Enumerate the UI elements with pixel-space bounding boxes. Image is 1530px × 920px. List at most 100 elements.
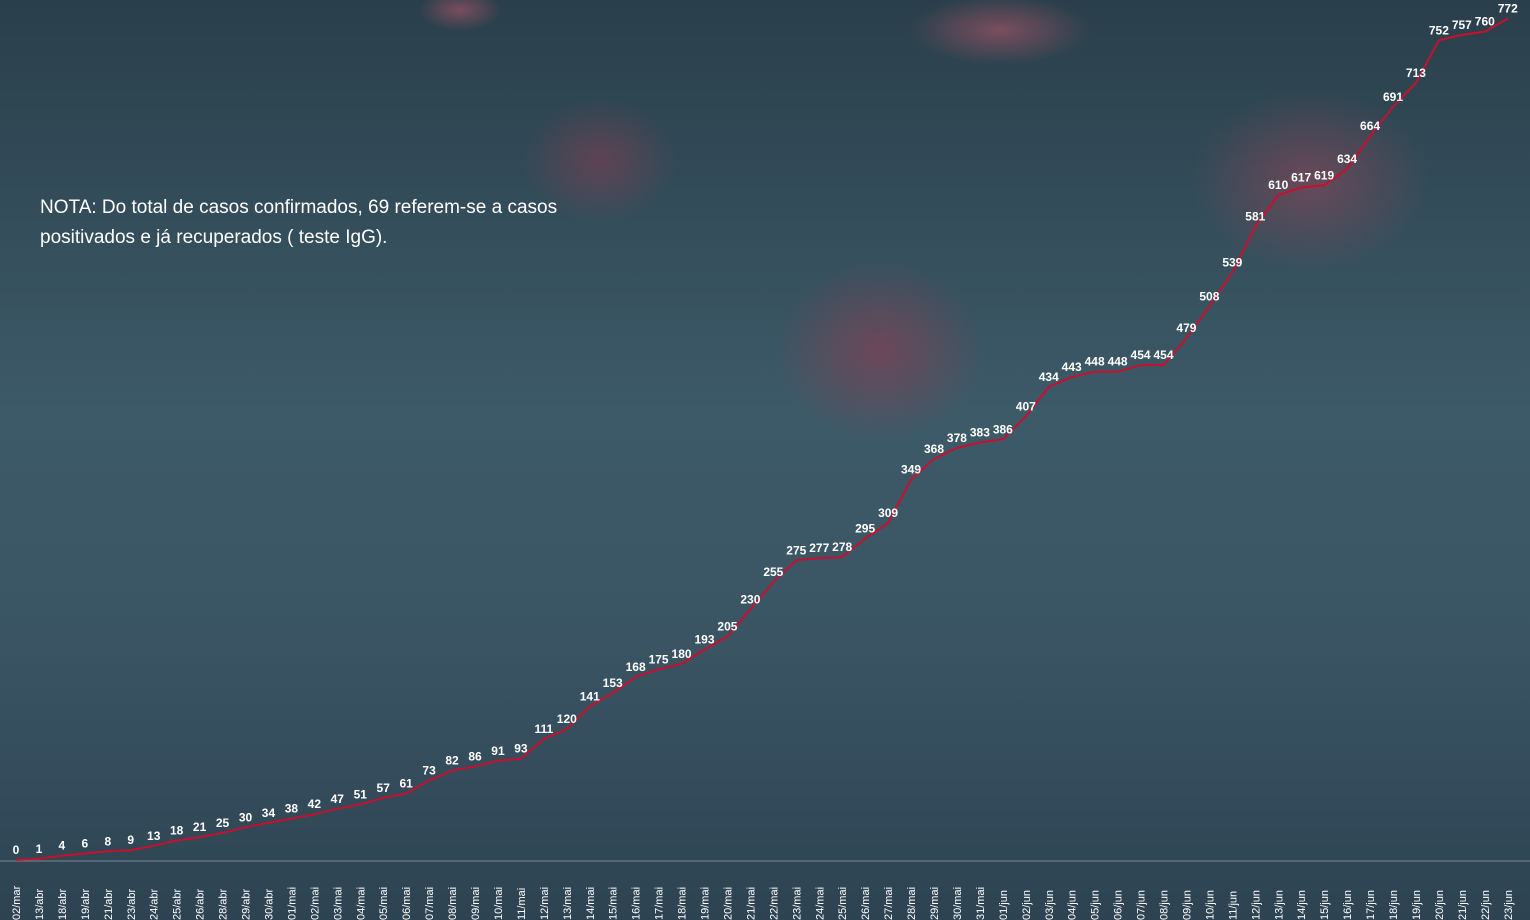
x-tick-label: 28/mai <box>906 887 918 920</box>
data-label: 47 <box>331 792 345 806</box>
data-label: 111 <box>534 722 553 736</box>
x-tick-label: 12/jun <box>1250 890 1262 920</box>
x-tick-label: 05/mai <box>378 887 390 920</box>
data-label: 141 <box>580 689 600 703</box>
data-label: 4 <box>59 839 66 853</box>
x-tick-label: 02/mai <box>309 887 321 920</box>
data-label: 277 <box>809 541 829 555</box>
x-tick-label: 11/mai <box>516 888 528 920</box>
x-tick-label: 18/abr <box>57 888 69 920</box>
x-tick-label: 17/jun <box>1365 890 1377 920</box>
x-tick-label: 28/abr <box>218 888 230 920</box>
x-tick-label: 20/jun <box>1434 890 1446 920</box>
note: NOTA: Do total de casos confirmados, 69 … <box>40 197 557 218</box>
x-tick-label: 01/mai <box>286 887 298 920</box>
data-label: 175 <box>649 652 669 666</box>
x-tick-label: 02/jun <box>1021 890 1033 920</box>
x-tick-label: 06/jun <box>1113 890 1125 920</box>
data-label: 51 <box>354 787 368 801</box>
x-tick-label: 23/mai <box>791 887 803 920</box>
x-tick-label: 14/jun <box>1296 890 1308 920</box>
x-tick-label: 03/jun <box>1044 890 1056 920</box>
x-tick-label: 21/mai <box>745 887 757 920</box>
data-label: 57 <box>377 781 391 795</box>
x-tick-label: 15/jun <box>1319 890 1331 920</box>
x-tick-label: 16/mai <box>631 887 643 920</box>
x-tick-label: 09/mai <box>470 887 482 920</box>
data-label: 443 <box>1062 360 1082 374</box>
data-label: 619 <box>1314 168 1334 182</box>
data-label: 448 <box>1085 355 1105 369</box>
x-tick-label: 19/mai <box>700 887 712 920</box>
x-tick-label: 09/jun <box>1181 890 1193 920</box>
data-label: 278 <box>832 540 852 554</box>
x-tick-label: 29/abr <box>241 888 253 920</box>
x-tick-label: 11/jun <box>1227 891 1239 920</box>
data-label: 120 <box>557 712 577 726</box>
data-label: 0 <box>13 843 20 857</box>
data-label: 752 <box>1429 23 1449 37</box>
data-label: 13 <box>147 829 161 843</box>
data-label: 539 <box>1222 255 1242 269</box>
x-tick-label: 30/abr <box>263 888 275 920</box>
data-label: 664 <box>1360 119 1380 133</box>
data-label: 25 <box>216 816 230 830</box>
data-label: 634 <box>1337 152 1357 166</box>
x-tick-label: 19/abr <box>80 888 92 920</box>
x-tick-label: 13/jun <box>1273 890 1285 920</box>
data-label: 9 <box>127 833 134 847</box>
data-label: 86 <box>468 749 482 763</box>
data-label: 230 <box>740 592 760 606</box>
data-label: 91 <box>491 744 505 758</box>
data-label: 73 <box>422 763 436 777</box>
data-label: 434 <box>1039 370 1059 384</box>
data-label: 193 <box>694 633 714 647</box>
x-tick-label: 07/mai <box>424 887 436 920</box>
data-label: 691 <box>1383 90 1403 104</box>
data-label: 6 <box>82 836 89 850</box>
data-label: 153 <box>603 676 623 690</box>
x-tick-label: 10/jun <box>1204 890 1216 920</box>
x-tick-label: 26/mai <box>860 887 872 920</box>
data-label: 61 <box>399 777 413 791</box>
x-tick-label: 31/mai <box>975 887 987 920</box>
data-label: 407 <box>1016 399 1036 413</box>
data-label: 479 <box>1176 321 1196 335</box>
data-label: 8 <box>104 834 111 848</box>
data-label: 205 <box>717 620 737 634</box>
data-label: 508 <box>1199 289 1219 303</box>
x-tick-label: 03/mai <box>332 887 344 920</box>
data-label: 383 <box>970 426 990 440</box>
x-tick-label: 19/jun <box>1411 890 1423 920</box>
x-tick-label: 26/abr <box>195 888 207 920</box>
data-label: 275 <box>786 543 806 557</box>
line <box>15 17 1509 861</box>
data-label: 42 <box>308 797 322 811</box>
x-tick-label: 15/mai <box>608 887 620 920</box>
data-label: 18 <box>170 823 184 837</box>
x-tick-label: 17/mai <box>654 887 666 920</box>
x-tick-label: 25/abr <box>172 888 184 920</box>
data-label: 93 <box>514 742 528 756</box>
data-label: 38 <box>285 802 299 816</box>
x-tick-label: 24/mai <box>814 887 826 920</box>
x-tick-label: 16/jun <box>1342 890 1354 920</box>
x-tick-label: 24/abr <box>149 888 161 920</box>
x-tick-label: 13/abr <box>34 888 46 920</box>
data-label: 168 <box>626 660 646 674</box>
note: positivados e já recuperados ( teste IgG… <box>40 227 387 248</box>
data-label: 378 <box>947 431 967 445</box>
x-tick-label: 08/mai <box>447 887 459 920</box>
x-tick-label: 04/jun <box>1067 890 1079 920</box>
x-tick-label: 18/mai <box>677 887 689 920</box>
data-label: 713 <box>1406 66 1426 80</box>
x-tick-label: 01/jun <box>998 890 1010 920</box>
x-tick-label: 07/jun <box>1136 890 1148 920</box>
data-label: 757 <box>1452 18 1472 32</box>
data-label: 760 <box>1475 15 1495 29</box>
data-label: 82 <box>445 754 459 768</box>
data-label: 454 <box>1153 348 1173 362</box>
x-tick-label: 29/mai <box>929 887 941 920</box>
